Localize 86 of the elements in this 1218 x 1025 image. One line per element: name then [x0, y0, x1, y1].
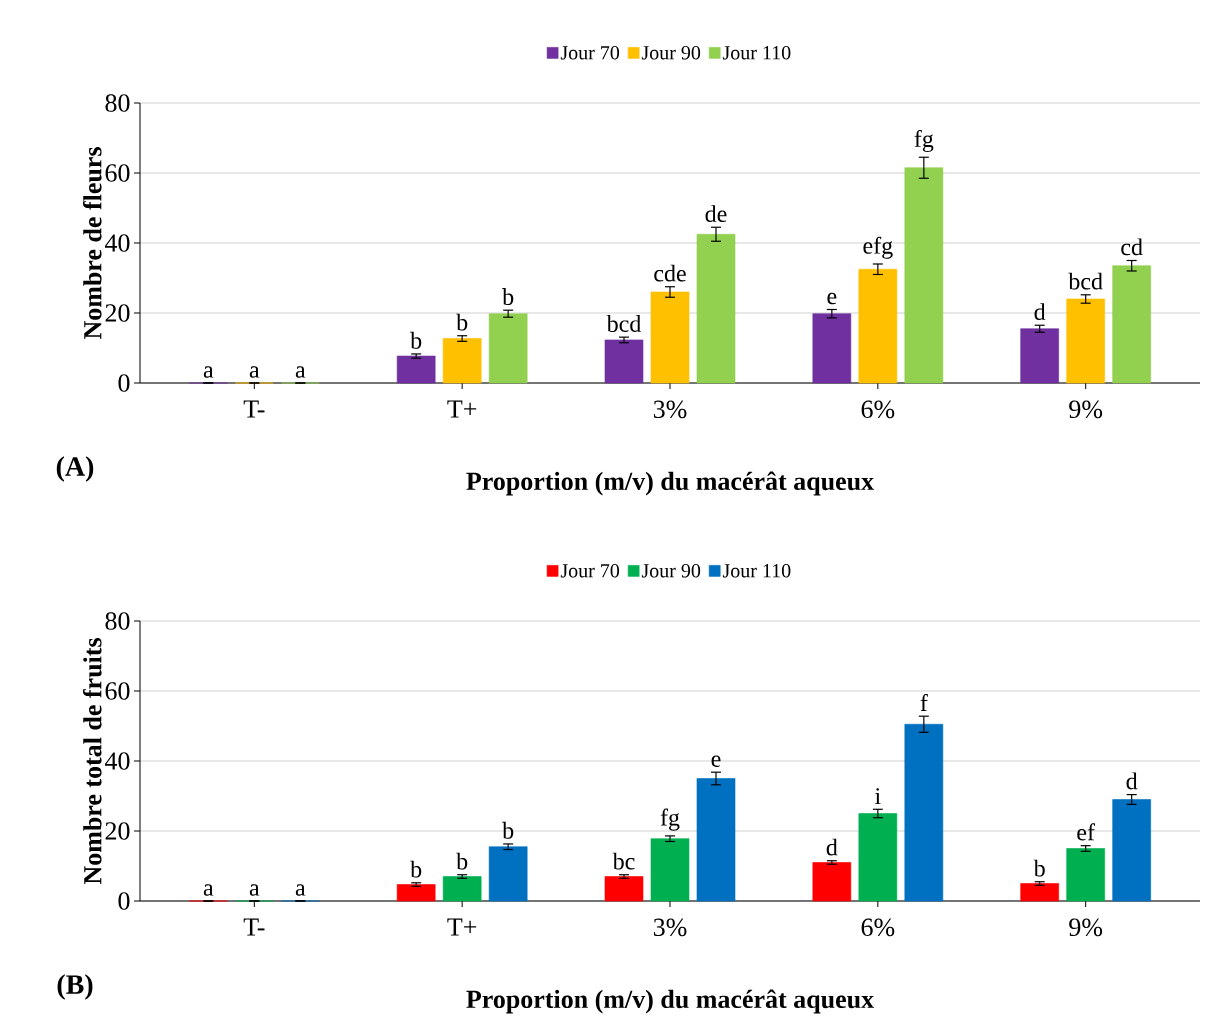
- x-tick-label: 6%: [861, 918, 895, 937]
- data-label: b: [1033, 859, 1045, 877]
- bar: [396, 884, 436, 902]
- x-tick-label: T-: [243, 918, 265, 936]
- x-tick-label: 6%: [861, 400, 895, 419]
- data-label: fg: [914, 129, 934, 153]
- legend-label: Jour 90: [641, 45, 701, 60]
- x-tick-label: 3%: [653, 400, 687, 419]
- data-label: ef: [1077, 823, 1096, 841]
- bar: [812, 313, 852, 384]
- y-tick-label: 0: [118, 892, 130, 910]
- data-label: bcd: [1068, 272, 1103, 290]
- y-tick-label: 20: [105, 822, 130, 840]
- bar: [488, 846, 528, 902]
- x-tick-label: 9%: [1069, 918, 1103, 937]
- bar: [696, 778, 736, 902]
- y-tick-label: 60: [105, 682, 130, 700]
- bar: [442, 876, 482, 902]
- data-label: bcd: [606, 315, 642, 332]
- x-tick-label: 9%: [1069, 400, 1103, 419]
- legend-label: Jour 70: [560, 45, 620, 60]
- data-label: cde: [654, 264, 686, 282]
- data-label: a: [203, 884, 214, 896]
- y-axis-title: Nombre total de fruits: [82, 638, 102, 885]
- bar: [858, 268, 898, 384]
- x-tick-label: T+: [447, 400, 477, 418]
- text: (A): [56, 456, 94, 482]
- text: (B): [57, 974, 93, 1000]
- y-tick-label: 20: [105, 304, 130, 322]
- data-label: b: [410, 331, 422, 349]
- data-label: b: [456, 852, 468, 870]
- bar: [396, 355, 436, 384]
- x-tick-label: T+: [447, 918, 477, 936]
- bar: [650, 291, 690, 384]
- x-axis-title: Proportion (m/v) du macérât aqueux: [466, 471, 874, 496]
- bar: [1020, 328, 1059, 384]
- y-tick-label: 80: [105, 612, 130, 630]
- data-label: i: [875, 788, 881, 805]
- data-label: cd: [1121, 238, 1143, 256]
- bar: [1112, 799, 1151, 902]
- data-label: e: [827, 292, 837, 305]
- x-tick-label: T-: [243, 400, 265, 418]
- legend-label: Jour 110: [722, 45, 791, 60]
- data-label: b: [456, 313, 468, 331]
- data-label: e: [711, 755, 721, 767]
- data-label: f: [920, 694, 928, 711]
- bar: [1066, 298, 1105, 384]
- data-label: de: [705, 205, 727, 223]
- bar: [604, 339, 644, 384]
- legend-label: Jour 70: [560, 563, 620, 578]
- legend-label: Jour 110: [722, 563, 791, 578]
- bar: [858, 813, 898, 902]
- y-axis-title: Nombre de fleurs: [82, 147, 102, 340]
- data-label: a: [203, 366, 214, 378]
- data-label: d: [826, 838, 838, 856]
- data-label: a: [295, 366, 306, 378]
- data-label: a: [295, 884, 306, 896]
- y-tick-label: 80: [105, 94, 130, 112]
- legend-label: Jour 90: [641, 563, 701, 578]
- bar: [488, 313, 528, 384]
- bar: [1066, 848, 1105, 902]
- bar: [604, 876, 644, 902]
- data-label: a: [249, 884, 260, 896]
- y-tick-label: 40: [104, 752, 130, 770]
- data-label: bc: [612, 852, 635, 870]
- y-tick-label: 60: [105, 164, 130, 182]
- bar: [650, 838, 690, 902]
- x-axis-title: Proportion (m/v) du macérât aqueux: [466, 989, 874, 1014]
- bar: [1020, 883, 1059, 902]
- data-label: b: [502, 821, 514, 839]
- bar: [442, 338, 482, 384]
- bar: [904, 723, 944, 902]
- data-label: b: [502, 288, 514, 305]
- data-label: d: [1034, 303, 1046, 321]
- y-tick-label: 0: [118, 374, 130, 392]
- bar: [812, 862, 852, 902]
- data-label: d: [1126, 772, 1138, 790]
- data-label: a: [249, 366, 260, 378]
- bar: [904, 167, 944, 384]
- data-label: fg: [660, 808, 680, 831]
- bar: [696, 233, 736, 384]
- data-label: efg: [863, 236, 893, 259]
- x-tick-label: 3%: [653, 918, 687, 937]
- data-label: b: [410, 860, 422, 878]
- y-tick-label: 40: [104, 234, 130, 252]
- bar: [1112, 265, 1151, 384]
